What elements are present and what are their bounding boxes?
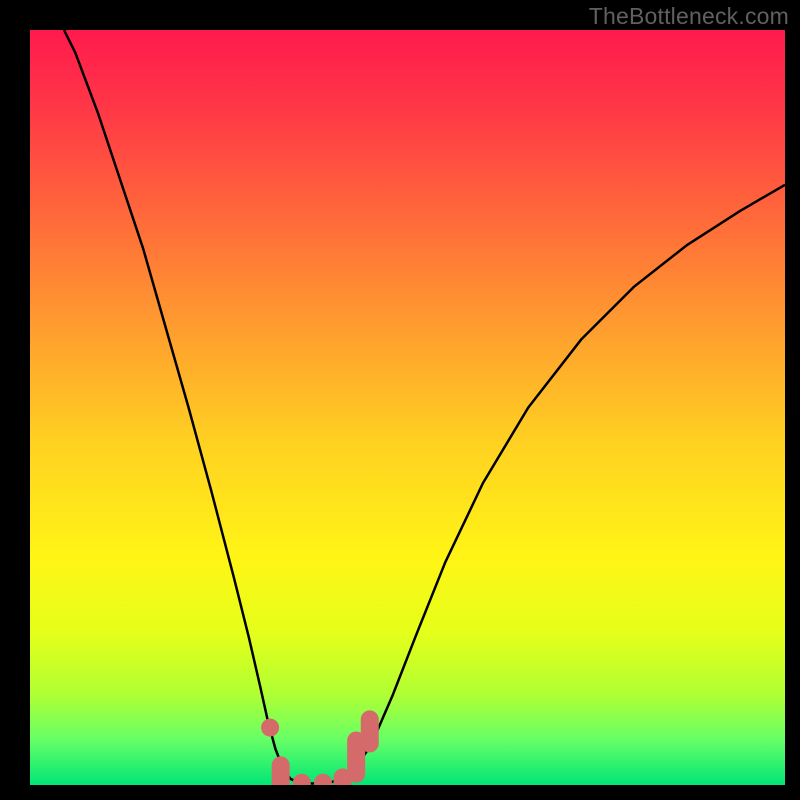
bottleneck-curve [64, 30, 785, 783]
marker-dot [261, 719, 279, 737]
curve-layer [30, 30, 785, 785]
plot-area [30, 30, 785, 785]
watermark-text: TheBottleneck.com [589, 3, 789, 30]
